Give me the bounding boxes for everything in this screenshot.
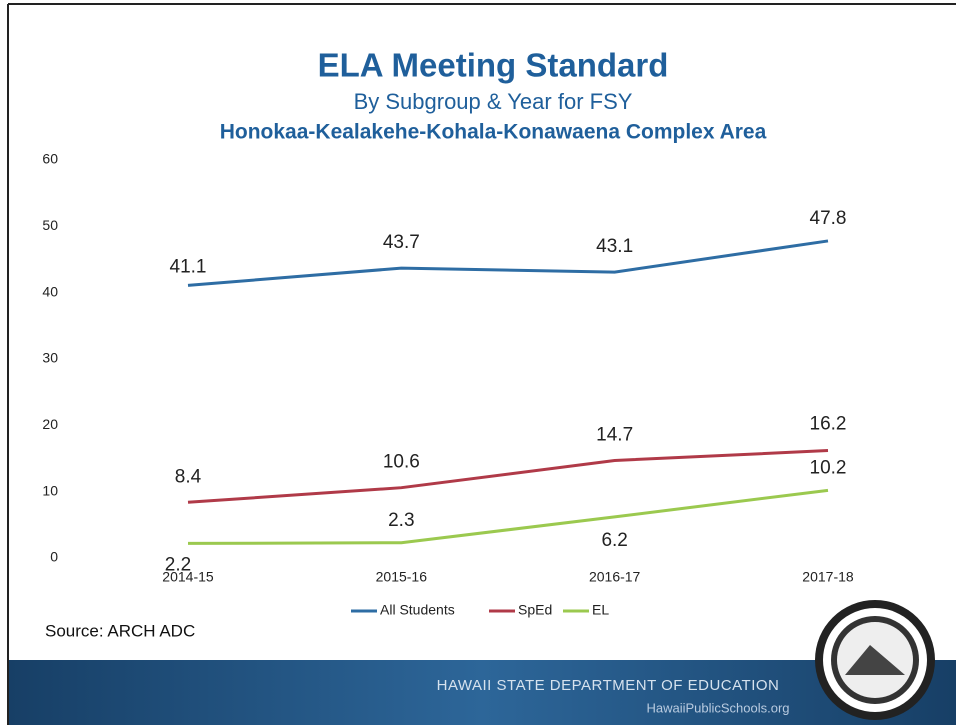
footer-site: HawaiiPublicSchools.org — [646, 700, 789, 715]
data-label: 16.2 — [810, 414, 847, 435]
data-label: 14.7 — [596, 425, 633, 446]
y-tick-label: 20 — [42, 416, 58, 432]
data-label: 47.8 — [810, 208, 847, 229]
y-tick-label: 30 — [42, 350, 58, 366]
data-label: 6.2 — [601, 530, 627, 551]
data-label: 2.3 — [388, 510, 414, 531]
series-line — [187, 449, 829, 504]
x-tick-label: 2016-17 — [589, 569, 641, 585]
y-tick-label: 60 — [42, 151, 58, 167]
x-tick-label: 2017-18 — [802, 569, 854, 585]
data-label: 10.2 — [810, 457, 847, 478]
data-label: 41.1 — [170, 256, 207, 277]
chart-title: ELA Meeting Standard — [318, 47, 669, 84]
y-tick-label: 40 — [42, 283, 58, 299]
series-line — [187, 488, 829, 545]
seal-mountain — [845, 645, 905, 675]
y-tick-label: 50 — [42, 217, 58, 233]
data-label: 2.2 — [165, 554, 191, 575]
chart-subtitle: Honokaa-Kealakehe-Kohala-Konawaena Compl… — [220, 121, 767, 144]
x-tick-label: 2015-16 — [376, 569, 428, 585]
chart-subtitle: By Subgroup & Year for FSY — [354, 89, 633, 114]
legend-label: SpEd — [518, 602, 552, 618]
data-label: 43.7 — [383, 232, 420, 253]
legend-label: EL — [592, 602, 609, 618]
seal — [815, 600, 935, 720]
legend-label: All Students — [380, 602, 455, 618]
footer-org: HAWAII STATE DEPARTMENT OF EDUCATION — [437, 677, 780, 694]
y-tick-label: 0 — [50, 549, 58, 565]
data-label: 43.1 — [596, 236, 633, 257]
source-note: Source: ARCH ADC — [45, 621, 195, 640]
series-line — [187, 239, 829, 287]
footer-band — [9, 660, 956, 725]
x-tick-label: 2014-15 — [162, 569, 214, 585]
data-label: 10.6 — [383, 452, 420, 473]
data-label: 8.4 — [175, 466, 202, 487]
y-tick-label: 10 — [42, 482, 58, 498]
